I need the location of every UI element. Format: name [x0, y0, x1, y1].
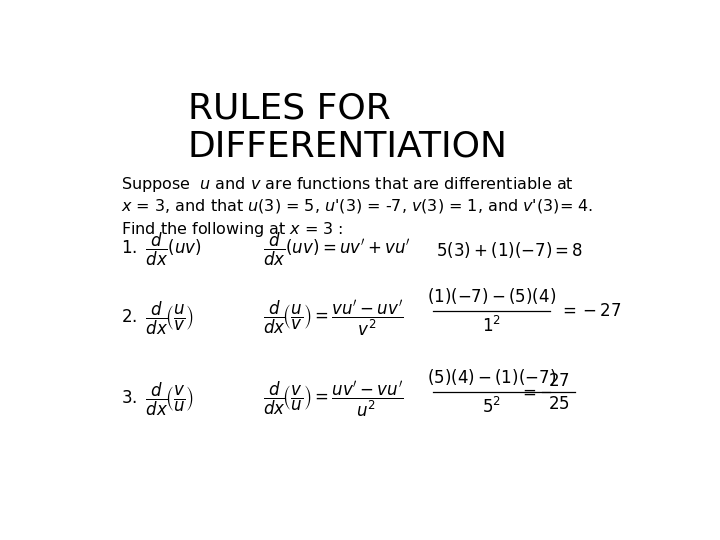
Text: $\dfrac{d}{dx}\!\left(\dfrac{u}{v}\right)=\dfrac{vu'-uv'}{v^2}$: $\dfrac{d}{dx}\!\left(\dfrac{u}{v}\right…	[263, 298, 404, 339]
Text: $= -27$: $= -27$	[559, 302, 621, 320]
Text: $1^2$: $1^2$	[482, 316, 501, 336]
Text: $3.\ \dfrac{d}{dx}\!\left(\dfrac{v}{u}\right)$: $3.\ \dfrac{d}{dx}\!\left(\dfrac{v}{u}\r…	[121, 381, 194, 418]
Text: RULES FOR: RULES FOR	[188, 92, 390, 126]
Text: $(1)(-7)-(5)(4)$: $(1)(-7)-(5)(4)$	[427, 286, 557, 306]
Text: Suppose  $u$ and $v$ are functions that are differentiable at: Suppose $u$ and $v$ are functions that a…	[121, 175, 573, 194]
Text: $1.\ \dfrac{d}{dx}(uv)$: $1.\ \dfrac{d}{dx}(uv)$	[121, 231, 202, 268]
Text: $\dfrac{d}{dx}\!\left(\dfrac{v}{u}\right)=\dfrac{uv'-vu'}{u^2}$: $\dfrac{d}{dx}\!\left(\dfrac{v}{u}\right…	[263, 380, 404, 420]
Text: $\dfrac{d}{dx}(uv) = uv'+vu'$: $\dfrac{d}{dx}(uv) = uv'+vu'$	[263, 231, 411, 268]
Text: DIFFERENTIATION: DIFFERENTIATION	[188, 129, 508, 163]
Text: $=$: $=$	[519, 383, 536, 401]
Text: $25$: $25$	[548, 395, 570, 413]
Text: $5^2$: $5^2$	[482, 397, 501, 417]
Text: $2.\ \dfrac{d}{dx}\!\left(\dfrac{u}{v}\right)$: $2.\ \dfrac{d}{dx}\!\left(\dfrac{u}{v}\r…	[121, 300, 194, 337]
Text: $(5)(4)-(1)(-7)$: $(5)(4)-(1)(-7)$	[427, 367, 557, 387]
Text: Find the following at $x$ = 3 :: Find the following at $x$ = 3 :	[121, 220, 343, 239]
Text: $27$: $27$	[548, 372, 570, 390]
Text: $x$ = 3, and that $u$(3) = 5, $u$'(3) = -7, $v$(3) = 1, and $v$'(3)= 4.: $x$ = 3, and that $u$(3) = 5, $u$'(3) = …	[121, 198, 593, 215]
Text: $5(3)+(1)(-7)=8$: $5(3)+(1)(-7)=8$	[436, 240, 583, 260]
